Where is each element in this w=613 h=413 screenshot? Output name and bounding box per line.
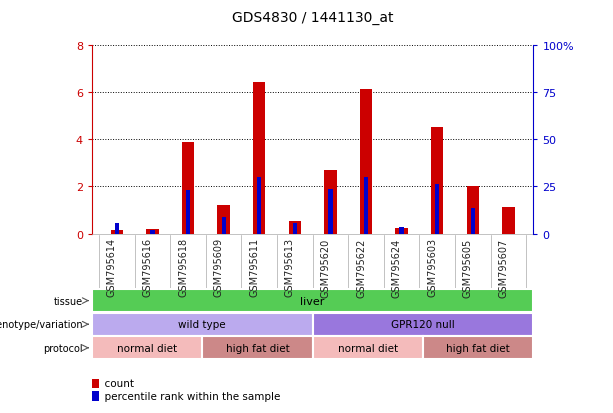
Bar [431, 128, 443, 234]
Text: genotype/variation: genotype/variation [0, 319, 83, 330]
Bar [466, 187, 479, 234]
Text: GSM795614: GSM795614 [107, 238, 117, 297]
Text: GSM795618: GSM795618 [178, 238, 188, 297]
Text: GPR120 null: GPR120 null [391, 319, 455, 330]
Text: GSM795609: GSM795609 [214, 238, 224, 297]
Bar [110, 230, 123, 234]
Bar [471, 208, 475, 234]
Text: GDS4830 / 1441130_at: GDS4830 / 1441130_at [232, 11, 394, 25]
Text: normal diet: normal diet [338, 343, 398, 353]
Bar [202, 337, 313, 359]
Bar [92, 337, 202, 359]
Text: high fat diet: high fat diet [446, 343, 510, 353]
Text: protocol: protocol [44, 343, 83, 353]
Bar [147, 230, 159, 234]
Bar [289, 221, 301, 234]
Bar [400, 227, 404, 234]
Bar [115, 223, 119, 234]
Bar [186, 190, 190, 234]
Bar [435, 185, 440, 234]
Bar [502, 207, 515, 234]
Bar [257, 178, 261, 234]
Text: tissue: tissue [54, 296, 83, 306]
Text: GSM795603: GSM795603 [427, 238, 437, 297]
Bar [92, 313, 313, 336]
Text: GSM795622: GSM795622 [356, 238, 366, 297]
Text: wild type: wild type [178, 319, 226, 330]
Bar [395, 228, 408, 234]
Bar [423, 337, 533, 359]
Text: count: count [98, 378, 134, 388]
Bar [150, 230, 154, 234]
Text: GSM795624: GSM795624 [392, 238, 402, 297]
Text: liver: liver [300, 296, 325, 306]
Text: GSM795620: GSM795620 [321, 238, 330, 297]
Bar [218, 206, 230, 234]
Bar [329, 189, 333, 234]
Text: high fat diet: high fat diet [226, 343, 289, 353]
Bar [360, 90, 372, 234]
Text: GSM795611: GSM795611 [249, 238, 259, 297]
Text: normal diet: normal diet [117, 343, 177, 353]
Bar [182, 142, 194, 234]
Text: GSM795607: GSM795607 [498, 238, 508, 297]
Bar [364, 178, 368, 234]
Bar [313, 337, 423, 359]
Text: GSM795605: GSM795605 [463, 238, 473, 297]
Bar [292, 223, 297, 234]
Text: GSM795613: GSM795613 [285, 238, 295, 297]
Bar [253, 83, 265, 234]
Bar [221, 218, 226, 234]
Text: GSM795616: GSM795616 [142, 238, 153, 297]
Bar [313, 313, 533, 336]
Text: percentile rank within the sample: percentile rank within the sample [98, 391, 281, 401]
Bar [324, 171, 337, 234]
